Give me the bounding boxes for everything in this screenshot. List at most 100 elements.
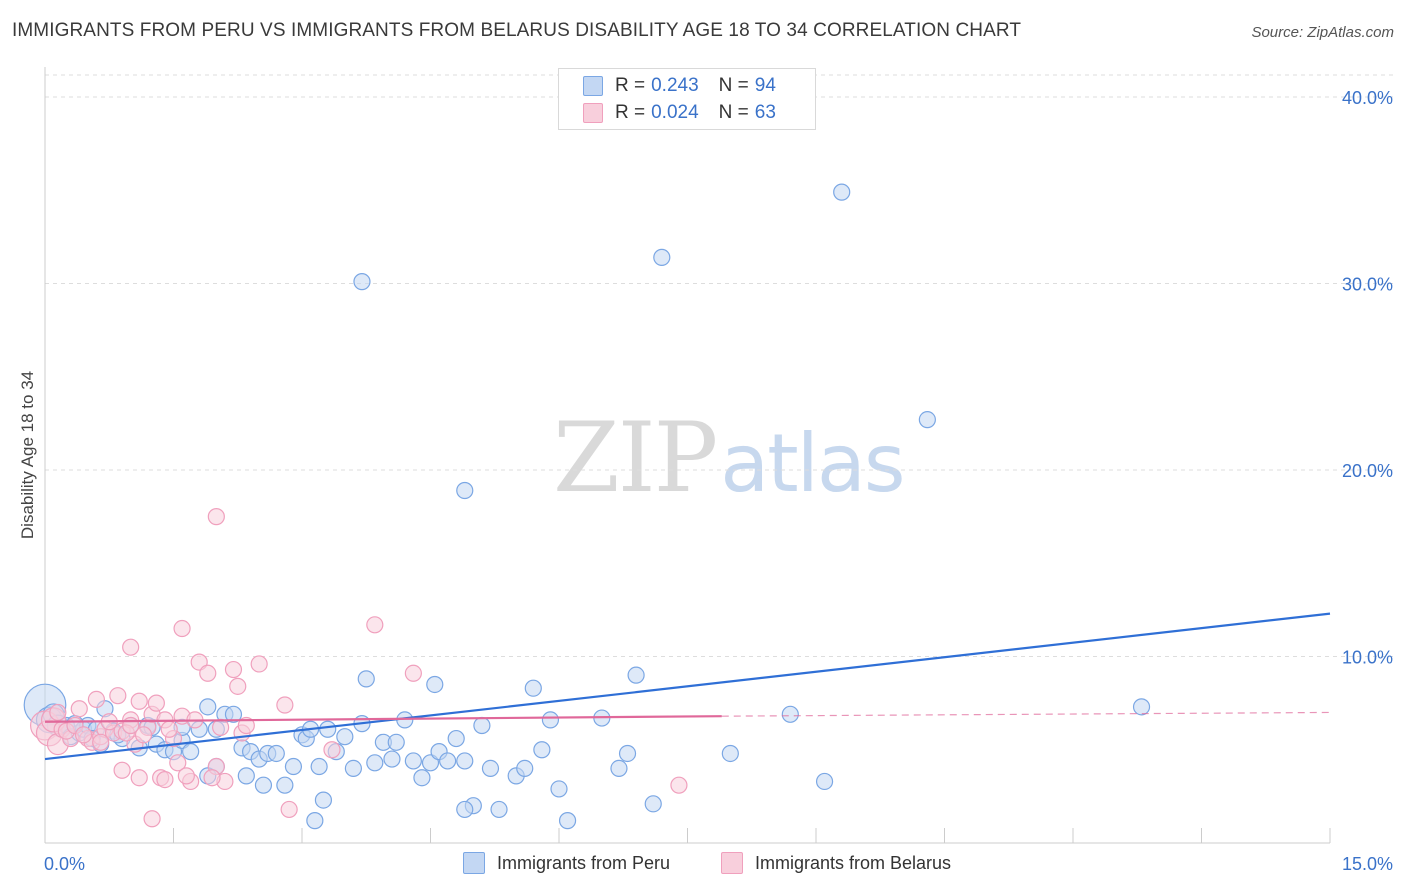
peru-point	[533, 741, 551, 759]
watermark-zip: ZIP	[553, 402, 718, 514]
peru-point	[439, 752, 457, 770]
belarus-point	[250, 655, 268, 673]
peru-point	[387, 733, 405, 751]
belarus-point	[109, 687, 127, 705]
peru-point	[310, 757, 328, 776]
peru-point	[182, 743, 200, 761]
peru-point	[918, 411, 936, 429]
correlation-legend: R = 0.243 N = 94 R = 0.024 N = 63	[558, 68, 816, 130]
peru-point	[237, 767, 255, 785]
belarus-point	[74, 726, 93, 744]
belarus-point	[92, 733, 110, 751]
belarus-point	[173, 619, 191, 638]
peru-point	[524, 679, 542, 697]
bottom-peru-swatch	[463, 852, 485, 874]
belarus-n-label: N =	[718, 102, 749, 123]
y-tick-label: 40.0%	[1342, 88, 1393, 108]
belarus-point	[70, 700, 88, 718]
belarus-point	[276, 696, 294, 714]
source-label: Source: ZipAtlas.com	[1251, 24, 1394, 41]
chart-title: IMMIGRANTS FROM PERU VS IMMIGRANTS FROM …	[12, 20, 1022, 41]
peru-point	[353, 273, 371, 291]
belarus-r-label: R =	[615, 102, 646, 123]
peru-point	[781, 705, 799, 723]
belarus-point	[670, 776, 688, 794]
belarus-point	[134, 726, 153, 744]
x-tick-label: 15.0%	[1342, 854, 1393, 874]
peru-point	[319, 720, 337, 738]
belarus-point	[147, 694, 165, 712]
belarus-point	[113, 761, 131, 779]
y-tick-label: 30.0%	[1342, 275, 1393, 295]
belarus-point	[212, 718, 230, 736]
peru-point	[516, 759, 534, 778]
belarus-point	[122, 638, 140, 656]
peru-point	[254, 776, 273, 794]
peru-point	[383, 750, 401, 768]
bottom-belarus-label: Immigrants from Belarus	[755, 852, 952, 873]
peru-point	[404, 752, 422, 770]
belarus-point	[122, 716, 140, 735]
belarus-point	[130, 769, 148, 787]
legend-row-belarus: R = 0.024 N = 63	[583, 101, 776, 125]
belarus-swatch	[583, 103, 603, 123]
peru-point	[644, 795, 662, 813]
peru-point	[456, 800, 474, 819]
belarus-point	[177, 767, 195, 785]
peru-point	[1132, 698, 1151, 716]
belarus-point	[169, 754, 187, 772]
belarus-point	[130, 692, 148, 710]
peru-point	[306, 812, 324, 830]
belarus-trend-extension	[721, 711, 1331, 717]
belarus-point	[156, 770, 174, 789]
peru-point	[490, 800, 508, 819]
peru-n-label: N =	[718, 75, 749, 96]
peru-point	[336, 728, 354, 746]
peru-point	[473, 716, 491, 735]
belarus-point	[203, 769, 221, 787]
peru-point	[456, 481, 474, 500]
peru-point	[541, 711, 560, 729]
peru-point	[426, 675, 444, 694]
peru-n-value: 94	[754, 75, 776, 96]
peru-r-value: 0.243	[651, 75, 699, 96]
peru-point	[366, 754, 384, 772]
y-tick-label: 10.0%	[1342, 648, 1393, 668]
bottom-legend-belarus: Immigrants from Belarus	[721, 852, 951, 874]
peru-point	[815, 772, 834, 791]
bottom-belarus-swatch	[721, 852, 743, 874]
peru-point	[267, 744, 285, 763]
belarus-point	[224, 660, 243, 679]
belarus-point	[366, 616, 384, 634]
peru-point	[481, 759, 500, 778]
peru-point	[224, 705, 243, 723]
peru-point	[199, 698, 217, 716]
peru-swatch	[583, 76, 603, 96]
belarus-point	[199, 664, 217, 682]
bottom-legend-peru: Immigrants from Peru	[463, 852, 670, 874]
peru-point	[610, 759, 628, 778]
peru-point	[550, 780, 568, 798]
peru-point	[618, 744, 637, 763]
belarus-point	[87, 690, 106, 708]
belarus-point	[160, 720, 178, 738]
belarus-point	[207, 508, 225, 526]
belarus-point	[404, 664, 422, 682]
belarus-point	[49, 703, 67, 722]
y-tick-label: 20.0%	[1342, 461, 1393, 481]
belarus-point	[143, 810, 161, 828]
belarus-r-value: 0.024	[651, 102, 699, 123]
belarus-n-value: 63	[754, 102, 776, 123]
watermark-atlas: atlas	[720, 417, 905, 510]
belarus-point	[323, 741, 341, 759]
peru-point	[721, 744, 739, 763]
belarus-point	[237, 716, 255, 735]
watermark: ZIPatlas	[553, 402, 906, 514]
bottom-peru-label: Immigrants from Peru	[497, 852, 671, 873]
belarus-trend-line	[44, 715, 722, 723]
peru-point	[284, 757, 303, 776]
peru-point	[276, 776, 294, 794]
peru-point	[447, 729, 465, 748]
legend-row-peru: R = 0.243 N = 94	[583, 74, 776, 98]
